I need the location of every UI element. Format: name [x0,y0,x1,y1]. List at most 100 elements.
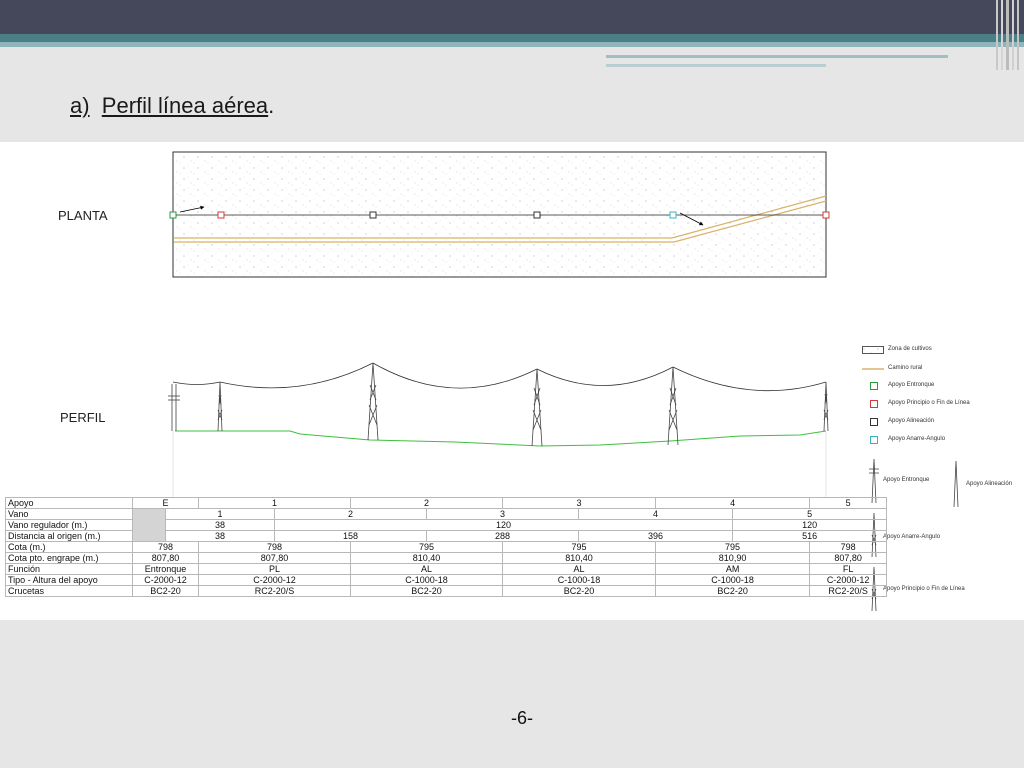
table-cell: 120 [274,519,734,531]
table-row: Vano 1 2 3 4 5 [5,508,888,542]
conductor-span [372,362,538,389]
table-cell: 798 [131,541,200,553]
profile-label: PERFIL [60,410,106,425]
table-cell: 2 [274,508,428,520]
title-prefix: a) [70,93,90,118]
table-cell: 2 [350,497,504,509]
table-cell: 1 [164,508,276,520]
table-cell: 4 [655,497,811,509]
tower-e [168,384,180,431]
table-cell: 807,80 [131,552,200,564]
row-label: Vano [5,508,133,520]
row-label: Función [5,563,133,575]
plan-label: PLANTA [58,208,108,223]
table-cell: AM [655,563,811,575]
table-cell: 3 [502,497,657,509]
table-cell: C-1000-18 [502,574,657,586]
table-cell: 5 [809,497,888,509]
table-cell: 810,40 [350,552,504,564]
table-row: Cota pto. engrape (m.) 807,80 807,80 810… [5,552,888,564]
table-cell: C-2000-12 [198,574,352,586]
table-cell: 795 [655,541,811,553]
table-cell: 288 [426,530,580,542]
table-cell: AL [502,563,657,575]
conductor-span [172,381,221,385]
header-stripe [606,64,826,67]
plan-support-4 [669,211,677,219]
profile-view [168,362,829,497]
table-row: Apoyo E 1 2 3 4 5 [5,497,888,509]
table-cell: 396 [578,530,734,542]
table-cell: BC2-20 [131,585,200,597]
legend-anarre-label: Apoyo Anarre-Angulo [888,436,946,442]
table-cell: 807,80 [809,552,888,564]
table-cell: PL [198,563,352,575]
conductor-span [536,366,674,386]
row-label: Cota (m.) [5,541,133,553]
terrain-line [175,430,827,447]
table-cell: 5 [732,508,888,520]
legend-principio-label: Apoyo Principio o Fin de Línea [888,400,970,406]
table-cell: C-2000-12 [809,574,888,586]
tower-2 [367,362,379,441]
legend-crop-swatch [862,346,884,354]
row-label: Vano regulador (m.) [5,519,133,531]
table-cell: E [131,497,200,509]
legend-tower-entronque-label: Apoyo Entronque [883,477,930,483]
tower-4 [667,366,679,446]
table-cell: C-2000-12 [131,574,200,586]
legend-principio-swatch [870,400,878,408]
title-suffix: . [268,93,275,118]
page-title: a) Perfil línea aérea. [70,93,274,119]
table-cell: 795 [502,541,657,553]
table-cell: 795 [350,541,504,553]
row-label: Crucetas [5,585,133,597]
plan-support-5 [822,211,830,219]
header-stripe [606,55,948,58]
table-row: Crucetas BC2-20 RC2-20/S BC2-20 BC2-20 B… [5,585,888,597]
rural-road [174,195,827,239]
table-cell: 807,80 [198,552,352,564]
support-data-table: Apoyo E 1 2 3 4 5 Vano 1 2 3 4 5 Vano re… [5,497,888,597]
conductor-span [672,366,827,392]
row-label: Tipo - Altura del apoyo [5,574,133,586]
plan-support-3 [533,211,541,219]
table-cell: 38 [164,530,276,542]
legend-entronque-swatch [870,382,878,390]
table-cell: RC2-20/S [809,585,888,597]
table-row: Distancia al origen (m.) 38 158 288 396 … [5,530,888,542]
table-cell: 810,40 [502,552,657,564]
legend-tower-principio-label: Apoyo Principio o Fin de Línea [883,586,965,592]
page-number: -6- [511,708,533,728]
legend-entronque-label: Apoyo Entronque [888,382,935,388]
legend-tower-alineacion-label: Apoyo Alineación [966,481,1013,487]
table-cell: 38 [164,519,276,531]
table-cell: C-1000-18 [655,574,811,586]
table-cell: 158 [274,530,428,542]
table-cell: 3 [426,508,580,520]
plan-support-2 [369,211,377,219]
table-cell: BC2-20 [655,585,811,597]
table-cell: BC2-20 [502,585,657,597]
plan-support-e [169,211,177,219]
table-cell: 1 [198,497,352,509]
table-cell: 120 [732,519,888,531]
legend-road-label: Camino rural [888,365,923,371]
table-cell: FL [809,563,888,575]
legend-alineacion-label: Apoyo Alineación [888,418,935,424]
conductor-span [219,362,374,389]
table-row: Cota (m.) 798 798 795 795 795 798 [5,541,888,553]
table-cell: AL [350,563,504,575]
tower-5 [823,381,829,432]
title-text: Perfil línea aérea [101,93,269,118]
row-label: Cota pto. engrape (m.) [5,552,133,564]
header-accent-band-light [0,42,1024,47]
legend-crop-label: Zona de cultivos [888,346,932,352]
table-cell-empty [132,508,166,542]
header-bar [0,0,1024,34]
table-row: Tipo - Altura del apoyo C-2000-12 C-2000… [5,574,888,586]
table-row: Vano regulador (m.) 38 120 120 [5,519,888,531]
legend-tower-anarre-label: Apoyo Anarre-Angulo [883,534,941,540]
legend-alineacion-swatch [870,418,878,426]
